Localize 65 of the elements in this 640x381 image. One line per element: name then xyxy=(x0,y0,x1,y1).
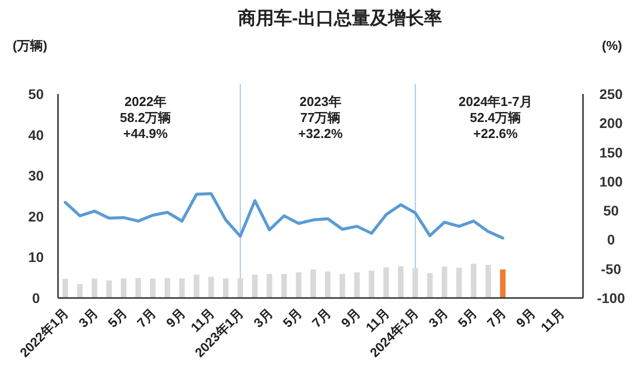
bar xyxy=(222,278,228,298)
annotation: 2022年 58.2万辆 +44.9% xyxy=(120,94,172,141)
y2-tick-label: -100 xyxy=(596,290,626,306)
x-tick-label: 3月 xyxy=(426,306,451,330)
annotation: 2023年 77万辆 +32.2% xyxy=(298,94,344,141)
x-tick-label: 3月 xyxy=(250,306,276,330)
line-series xyxy=(64,192,504,240)
x-tick-label: 7月 xyxy=(134,306,159,330)
y-tick-label: 30 xyxy=(28,168,44,184)
bar xyxy=(340,274,346,298)
bar xyxy=(281,274,287,298)
bar xyxy=(238,278,244,298)
annotation: 2024年1-7月 52.4万辆 +22.6% xyxy=(458,94,532,141)
x-tick-label: 3月 xyxy=(76,306,101,330)
bar xyxy=(427,273,433,298)
bar xyxy=(500,269,506,298)
x-tick-label: 5月 xyxy=(454,306,480,330)
bar xyxy=(470,264,476,298)
chart-title: 商用车-出口总量及增长率 xyxy=(237,8,442,28)
x-tick-label: 5月 xyxy=(280,306,305,330)
y2-tick-label: 150 xyxy=(599,144,623,160)
bar xyxy=(296,272,302,298)
bar xyxy=(77,284,83,298)
bar xyxy=(150,278,156,298)
bar xyxy=(266,274,272,298)
x-tick-label: 9月 xyxy=(513,306,538,330)
bar xyxy=(194,274,200,298)
y-tick-label: 50 xyxy=(28,86,44,102)
bar xyxy=(62,278,68,298)
x-tick-label: 11月 xyxy=(538,306,568,336)
bar xyxy=(135,278,141,298)
bar xyxy=(208,276,214,298)
bar xyxy=(310,269,316,298)
bar xyxy=(325,271,331,298)
bar xyxy=(106,280,112,298)
bar xyxy=(485,264,491,298)
bar xyxy=(383,267,389,298)
y2-tick-label: 100 xyxy=(599,173,623,190)
y2-tick-label: 50 xyxy=(603,202,619,219)
y-tick-label: 10 xyxy=(28,249,44,266)
y-tick-label: 0 xyxy=(32,290,40,306)
bar xyxy=(179,278,185,298)
y2-tick-label: 250 xyxy=(599,86,623,102)
bar xyxy=(354,272,360,298)
x-tick-label: 5月 xyxy=(104,306,130,330)
bar xyxy=(412,268,418,298)
x-tick-label: 9月 xyxy=(163,306,188,330)
bar xyxy=(164,278,170,298)
bar xyxy=(368,270,374,298)
bar xyxy=(398,266,404,298)
y2-tick-label: -50 xyxy=(600,260,622,277)
bar xyxy=(442,266,448,298)
x-tick-label: 7月 xyxy=(309,306,334,330)
bar xyxy=(456,268,462,298)
x-tick-label: 7月 xyxy=(484,306,509,330)
bar xyxy=(92,278,98,298)
y2-tick-label: 200 xyxy=(599,115,623,132)
y-tick-label: 40 xyxy=(28,126,44,143)
y2-axis-title: (%) xyxy=(602,38,622,53)
x-tick-label: 9月 xyxy=(338,306,364,330)
y-axis-title: (万辆) xyxy=(12,38,48,53)
bar xyxy=(120,278,126,298)
y-tick-label: 20 xyxy=(28,208,44,224)
bar xyxy=(252,274,258,298)
y2-tick-label: 0 xyxy=(607,232,616,248)
